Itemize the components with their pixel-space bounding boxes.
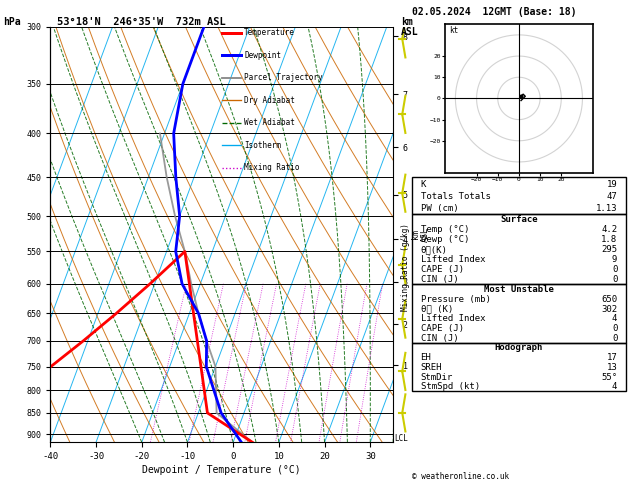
- Text: CAPE (J): CAPE (J): [421, 265, 464, 274]
- Text: Totals Totals: Totals Totals: [421, 191, 491, 201]
- Text: Surface: Surface: [500, 215, 538, 224]
- Text: 19: 19: [606, 179, 617, 189]
- Text: kt: kt: [449, 26, 459, 35]
- Text: EH: EH: [421, 353, 431, 362]
- Y-axis label: km
ASL: km ASL: [411, 227, 430, 242]
- Text: ASL: ASL: [401, 27, 419, 37]
- Text: Most Unstable: Most Unstable: [484, 285, 554, 294]
- Text: PW (cm): PW (cm): [421, 204, 458, 213]
- Text: Wet Adiabat: Wet Adiabat: [244, 118, 295, 127]
- Text: SREH: SREH: [421, 363, 442, 372]
- Text: 0: 0: [612, 334, 617, 343]
- Text: StmDir: StmDir: [421, 373, 453, 382]
- Text: 4.2: 4.2: [601, 225, 617, 234]
- Text: CIN (J): CIN (J): [421, 334, 458, 343]
- Text: Temperature: Temperature: [244, 29, 295, 37]
- Text: Lifted Index: Lifted Index: [421, 314, 485, 323]
- Text: Lifted Index: Lifted Index: [421, 255, 485, 264]
- Text: 13: 13: [606, 363, 617, 372]
- Text: Dewpoint: Dewpoint: [244, 51, 281, 60]
- Text: © weatheronline.co.uk: © weatheronline.co.uk: [412, 472, 509, 481]
- Text: 17: 17: [606, 353, 617, 362]
- Text: 0: 0: [612, 275, 617, 284]
- Text: 53°18'N  246°35'W  732m ASL: 53°18'N 246°35'W 732m ASL: [57, 17, 225, 27]
- Text: LCL: LCL: [394, 434, 408, 443]
- Text: Parcel Trajectory: Parcel Trajectory: [244, 73, 323, 82]
- Text: Mixing Ratio: Mixing Ratio: [244, 163, 299, 172]
- Text: Hodograph: Hodograph: [495, 344, 543, 352]
- Text: 9: 9: [612, 255, 617, 264]
- Text: km: km: [401, 17, 413, 27]
- Text: 0: 0: [612, 265, 617, 274]
- Text: 1.13: 1.13: [596, 204, 617, 213]
- Text: 4: 4: [612, 382, 617, 391]
- Text: StmSpd (kt): StmSpd (kt): [421, 382, 480, 391]
- X-axis label: Dewpoint / Temperature (°C): Dewpoint / Temperature (°C): [142, 465, 301, 475]
- Text: Mixing Ratio (g/kg): Mixing Ratio (g/kg): [401, 224, 409, 311]
- Text: Dry Adiabat: Dry Adiabat: [244, 96, 295, 105]
- Text: 02.05.2024  12GMT (Base: 18): 02.05.2024 12GMT (Base: 18): [412, 7, 577, 17]
- Text: 302: 302: [601, 305, 617, 313]
- Text: CIN (J): CIN (J): [421, 275, 458, 284]
- Text: 295: 295: [601, 245, 617, 254]
- Text: 55°: 55°: [601, 373, 617, 382]
- Text: 1.8: 1.8: [601, 235, 617, 244]
- Text: Pressure (mb): Pressure (mb): [421, 295, 491, 304]
- Text: Temp (°C): Temp (°C): [421, 225, 469, 234]
- Text: θᴇ (K): θᴇ (K): [421, 305, 453, 313]
- Text: Dewp (°C): Dewp (°C): [421, 235, 469, 244]
- Text: θᴇ(K): θᴇ(K): [421, 245, 447, 254]
- Text: 0: 0: [612, 324, 617, 333]
- Text: Isotherm: Isotherm: [244, 140, 281, 150]
- Text: K: K: [421, 179, 426, 189]
- Text: 4: 4: [612, 314, 617, 323]
- Text: 650: 650: [601, 295, 617, 304]
- Text: 47: 47: [606, 191, 617, 201]
- Text: hPa: hPa: [3, 17, 21, 27]
- Text: CAPE (J): CAPE (J): [421, 324, 464, 333]
